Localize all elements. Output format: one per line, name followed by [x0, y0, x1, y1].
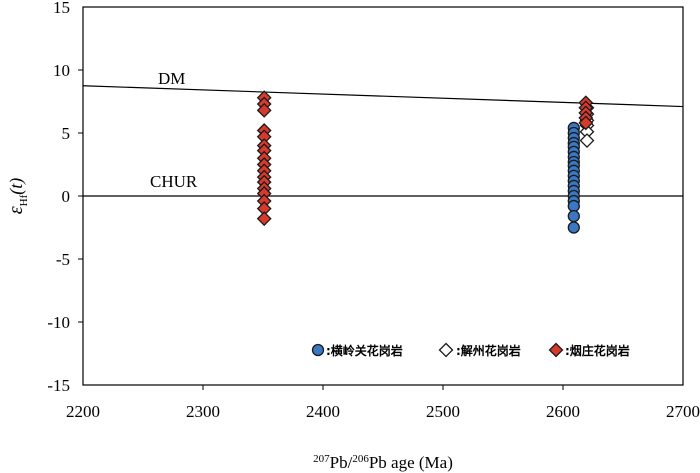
y-axis-label: εHf(t) [5, 178, 30, 215]
x-tick-label: 2700 [666, 402, 700, 421]
x-axis-label-sup1: 207 [313, 453, 330, 465]
y-tick-label: 0 [62, 187, 71, 206]
y-tick-label: -15 [47, 376, 70, 395]
legend-marker-series-3 [548, 342, 564, 358]
ref-label-chur: CHUR [150, 172, 198, 191]
y-tick-label: 15 [53, 0, 70, 17]
x-axis-label: 207Pb/206Pb age (Ma) [313, 453, 453, 472]
legend-label-series-2: :解州花岗岩 [456, 343, 521, 358]
y-tick-label: -10 [47, 313, 70, 332]
legend-label-series-1: :横岭关花岗岩 [326, 343, 403, 358]
y-tick-label: 10 [53, 61, 70, 80]
data-point-series-3 [578, 115, 594, 131]
x-axis-label-sup2: 206 [352, 453, 369, 465]
data-point-series-1 [567, 221, 580, 234]
x-axis-label-part1: Pb/ [330, 453, 353, 472]
y-axis-label-epsilon: ε [5, 206, 27, 214]
x-tick-label: 2400 [306, 402, 340, 421]
legend: :横岭关花岗岩 :解州花岗岩 :烟庄花岗岩 [311, 342, 630, 358]
x-tick-label: 2600 [546, 402, 580, 421]
data-point-series-2 [579, 133, 595, 148]
data-point-series-3 [256, 211, 272, 227]
y-axis-label-hf: Hf [18, 194, 30, 206]
x-tick-label: 2300 [186, 402, 220, 421]
x-axis-ticks: 2200 2300 2400 2500 2600 2700 [66, 385, 700, 421]
y-tick-label: 5 [62, 124, 71, 143]
data-point-series-1 [567, 199, 580, 213]
x-axis-label-part2: Pb age (Ma) [369, 453, 453, 472]
ref-label-dm: DM [158, 69, 185, 88]
data-point-series-1 [567, 210, 580, 223]
data-points [256, 90, 595, 234]
data-point-series-3 [256, 102, 272, 118]
x-tick-label: 2500 [426, 402, 460, 421]
y-tick-label: -5 [56, 250, 70, 269]
legend-marker-series-1 [311, 343, 325, 357]
legend-marker-series-2 [438, 342, 454, 358]
y-axis-ticks: 15 10 5 0 -5 -10 -15 [47, 0, 83, 395]
x-tick-label: 2200 [66, 402, 100, 421]
y-axis-label-t: (t) [6, 178, 27, 195]
legend-label-series-3: :烟庄花岗岩 [565, 343, 630, 358]
